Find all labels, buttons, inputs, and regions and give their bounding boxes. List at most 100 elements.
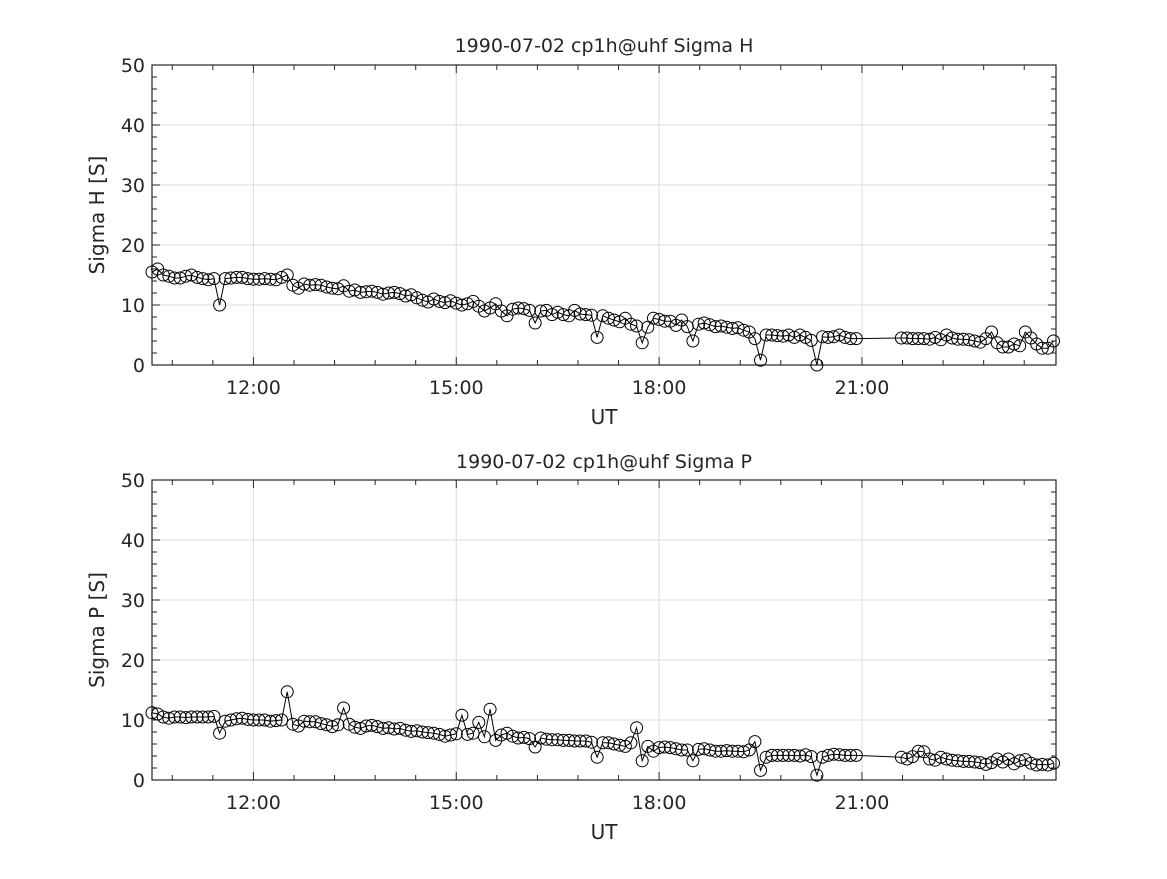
- data-point: [894, 331, 908, 345]
- data-point: [263, 714, 277, 728]
- data-point: [708, 744, 722, 758]
- data-point: [793, 749, 807, 763]
- data-point: [382, 721, 396, 735]
- data-point: [579, 308, 593, 322]
- data-point: [911, 744, 925, 758]
- data-point: [754, 763, 768, 777]
- data-point: [359, 719, 373, 733]
- data-point: [624, 317, 638, 331]
- data-point: [630, 721, 644, 735]
- data-point: [444, 294, 458, 308]
- data-point: [692, 317, 706, 331]
- data-point: [207, 272, 221, 286]
- data-point: [951, 754, 965, 768]
- data-point: [923, 332, 937, 346]
- data-point: [720, 744, 734, 758]
- data-point: [956, 754, 970, 768]
- axes-box: [151, 64, 1057, 366]
- data-point: [370, 285, 384, 299]
- data-point: [635, 754, 649, 768]
- x-tick-label: 12:00: [226, 377, 281, 399]
- data-point: [230, 270, 244, 284]
- series-line: [151, 268, 1054, 366]
- data-point: [562, 733, 576, 747]
- data-point: [320, 718, 334, 732]
- series-line: [151, 691, 1054, 777]
- data-point: [269, 714, 283, 728]
- data-point: [770, 329, 784, 343]
- data-point: [776, 329, 790, 343]
- data-point: [432, 727, 446, 741]
- data-point: [1013, 339, 1027, 353]
- data-point: [387, 722, 401, 736]
- data-point: [1041, 758, 1055, 772]
- y-axis-label: Sigma H [S]: [85, 156, 109, 275]
- data-point: [258, 272, 272, 286]
- data-point: [720, 320, 734, 334]
- data-point: [675, 743, 689, 757]
- data-point: [1035, 757, 1049, 771]
- data-point: [303, 278, 317, 292]
- data-point: [556, 308, 570, 322]
- data-point: [624, 736, 638, 750]
- data-point: [579, 734, 593, 748]
- data-point: [844, 748, 858, 762]
- data-point: [782, 748, 796, 762]
- data-point: [962, 754, 976, 768]
- x-tick-label: 18:00: [632, 377, 687, 399]
- data-point: [280, 268, 294, 282]
- data-point: [353, 285, 367, 299]
- x-tick-label: 18:00: [632, 792, 687, 814]
- data-point: [816, 330, 830, 344]
- data-point: [827, 330, 841, 344]
- data-point: [703, 318, 717, 332]
- data-point: [770, 748, 784, 762]
- data-point: [275, 270, 289, 284]
- data-point: [511, 731, 525, 745]
- y-tick-label: 40: [121, 530, 145, 552]
- data-point: [906, 332, 920, 346]
- data-point: [737, 745, 751, 759]
- data-point: [776, 748, 790, 762]
- data-point: [179, 711, 193, 725]
- data-point: [1024, 756, 1038, 770]
- data-point: [331, 718, 345, 732]
- data-point: [196, 710, 210, 724]
- data-point: [584, 735, 598, 749]
- data-point: [635, 336, 649, 350]
- data-point: [376, 721, 390, 735]
- data-point: [810, 768, 824, 782]
- data-point: [832, 748, 846, 762]
- data-point: [213, 726, 227, 740]
- data-point: [455, 708, 469, 722]
- data-point: [680, 743, 694, 757]
- data-point: [573, 307, 587, 321]
- data-point: [787, 330, 801, 344]
- y-tick-label: 0: [133, 770, 145, 792]
- y-tick-label: 30: [121, 175, 145, 197]
- data-point: [337, 701, 351, 715]
- data-point: [539, 732, 553, 746]
- data-point: [894, 750, 908, 764]
- data-point: [246, 713, 260, 727]
- x-tick-label: 12:00: [226, 792, 281, 814]
- data-point: [269, 273, 283, 287]
- data-point: [517, 302, 531, 316]
- sigma-h-panel: 1990-07-02 cp1h@uhf Sigma H UT Sigma H […: [85, 35, 1061, 429]
- data-point: [207, 709, 221, 723]
- data-point: [432, 294, 446, 308]
- data-point: [1030, 758, 1044, 772]
- data-point: [370, 720, 384, 734]
- data-point: [342, 284, 356, 298]
- data-point: [596, 736, 610, 750]
- data-point: [252, 713, 266, 727]
- data-point: [517, 730, 531, 744]
- data-point: [765, 748, 779, 762]
- data-point: [737, 323, 751, 337]
- data-point: [584, 308, 598, 322]
- data-point: [404, 724, 418, 738]
- data-point: [449, 296, 463, 310]
- data-point: [900, 331, 914, 345]
- x-tick-label: 15:00: [429, 377, 484, 399]
